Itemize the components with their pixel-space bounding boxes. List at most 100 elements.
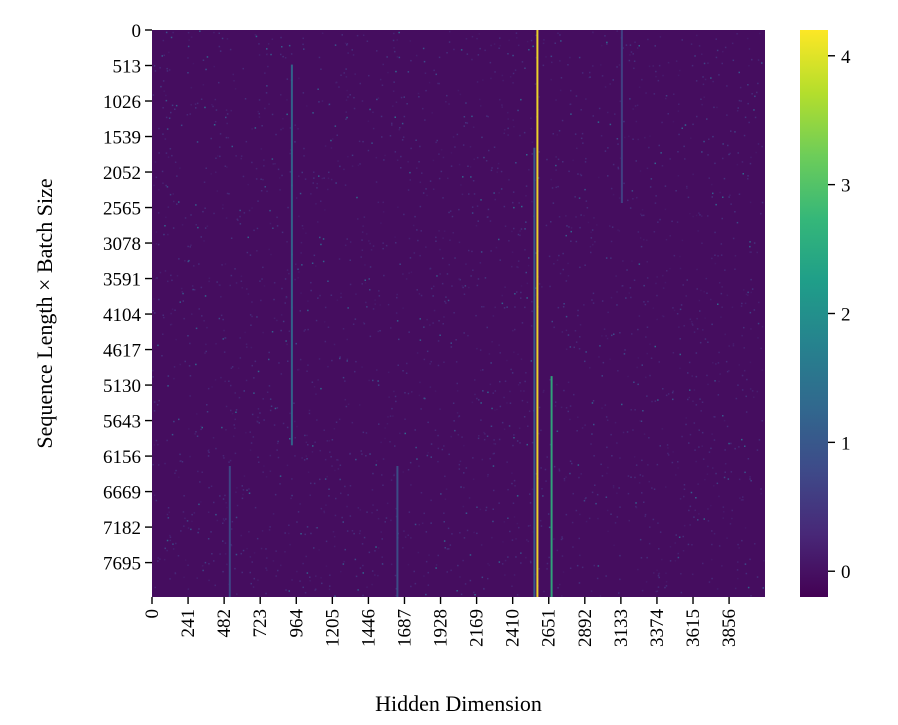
heatmap-cell — [678, 103, 680, 105]
heatmap-cell — [438, 320, 440, 322]
heatmap-cell — [619, 157, 622, 159]
heatmap-cell — [176, 203, 178, 205]
heatmap-cell — [207, 511, 210, 513]
heatmap-cell — [152, 310, 154, 312]
heatmap-cell — [165, 99, 168, 102]
heatmap-cell — [417, 239, 419, 242]
heatmap-cell — [266, 391, 269, 393]
heatmap-cell — [618, 64, 621, 66]
heatmap-cell — [471, 206, 474, 208]
heatmap-cell — [737, 543, 739, 546]
heatmap-cell — [206, 404, 208, 406]
heatmap-cell — [622, 431, 625, 434]
heatmap-cell — [751, 58, 753, 61]
heatmap-cell — [744, 471, 746, 474]
heatmap-cell — [402, 471, 404, 473]
heatmap-cell — [503, 521, 506, 523]
heatmap-cell — [508, 39, 510, 42]
heatmap-cell — [168, 117, 171, 119]
heatmap-cell — [218, 45, 221, 48]
heatmap-cell — [507, 118, 509, 120]
heatmap-cell — [749, 241, 751, 243]
heatmap-cell — [252, 436, 255, 438]
heatmap-cell — [707, 62, 709, 64]
heatmap-cell — [648, 480, 650, 483]
heatmap-cell — [558, 254, 560, 257]
heatmap-cell — [375, 546, 377, 548]
heatmap-cell — [479, 349, 482, 351]
heatmap-cell — [730, 130, 732, 132]
heatmap-cell — [246, 288, 248, 290]
heatmap-cell — [419, 381, 421, 384]
heatmap-cell — [400, 96, 403, 99]
heatmap-cell — [611, 455, 613, 457]
heatmap-cell — [276, 216, 278, 219]
heatmap-cell — [413, 252, 416, 254]
heatmap-cell — [364, 282, 367, 284]
heatmap-cell — [214, 121, 217, 123]
heatmap-cell — [372, 504, 374, 506]
heatmap-cell — [613, 544, 615, 546]
heatmap-cell — [189, 375, 192, 377]
heatmap-cell — [420, 408, 422, 410]
heatmap-cell — [623, 353, 626, 355]
heatmap-cell — [728, 370, 730, 372]
heatmap-cell — [289, 438, 291, 440]
heatmap-cell — [340, 492, 342, 495]
heatmap-cell — [715, 38, 717, 40]
heatmap-cell — [520, 98, 522, 101]
heatmap-cell — [234, 427, 236, 429]
heatmap-cell — [282, 118, 284, 120]
heatmap-cell — [672, 398, 674, 401]
heatmap-cell — [424, 72, 427, 74]
heatmap-cell — [463, 444, 465, 447]
heatmap-cell — [461, 436, 463, 438]
heatmap-cell — [243, 475, 246, 477]
heatmap-cell — [193, 265, 195, 267]
heatmap-cell — [617, 229, 619, 231]
x-tick-label: 2651 — [539, 609, 560, 647]
heatmap-cell — [440, 170, 443, 173]
heatmap-cell — [435, 73, 437, 76]
heatmap-cell — [438, 82, 440, 85]
heatmap-cell — [591, 433, 593, 435]
heatmap-cell — [526, 539, 528, 541]
heatmap-cell — [266, 53, 269, 55]
heatmap-cell — [689, 505, 692, 508]
heatmap-cell — [249, 556, 252, 558]
heatmap-cell — [430, 522, 432, 524]
heatmap-cell — [166, 186, 169, 188]
heatmap-cell — [286, 113, 288, 116]
heatmap-cell — [677, 467, 679, 469]
heatmap-cell — [704, 338, 707, 340]
heatmap-cell — [260, 299, 262, 302]
heatmap-cell — [674, 542, 676, 544]
heatmap-cell — [657, 399, 659, 401]
heatmap-cell — [715, 472, 717, 475]
heatmap-cell — [735, 397, 738, 400]
heatmap-cell — [556, 549, 559, 552]
heatmap-cell — [665, 585, 668, 587]
heatmap-cell — [641, 589, 644, 592]
heatmap-cell — [410, 585, 412, 588]
heatmap-cell — [565, 215, 567, 217]
heatmap-cell — [273, 298, 275, 301]
heatmap-cell — [430, 456, 432, 458]
heatmap-cell — [372, 379, 374, 382]
heatmap-cell — [277, 440, 279, 443]
heatmap-cell — [213, 65, 215, 68]
heatmap-cell — [385, 244, 388, 247]
heatmap-cell — [448, 263, 450, 266]
heatmap-cell — [647, 464, 649, 466]
heatmap-cell — [691, 375, 693, 377]
heatmap-cell — [689, 433, 692, 436]
heatmap-cell — [558, 470, 561, 472]
heatmap-cell — [517, 353, 519, 356]
heatmap-cell — [543, 590, 545, 593]
heatmap-cell — [226, 506, 228, 509]
heatmap-cell — [579, 226, 581, 229]
heatmap-cell — [324, 478, 327, 480]
heatmap-cell — [187, 57, 189, 59]
heatmap-cell — [513, 227, 515, 230]
heatmap-cell — [675, 60, 678, 62]
